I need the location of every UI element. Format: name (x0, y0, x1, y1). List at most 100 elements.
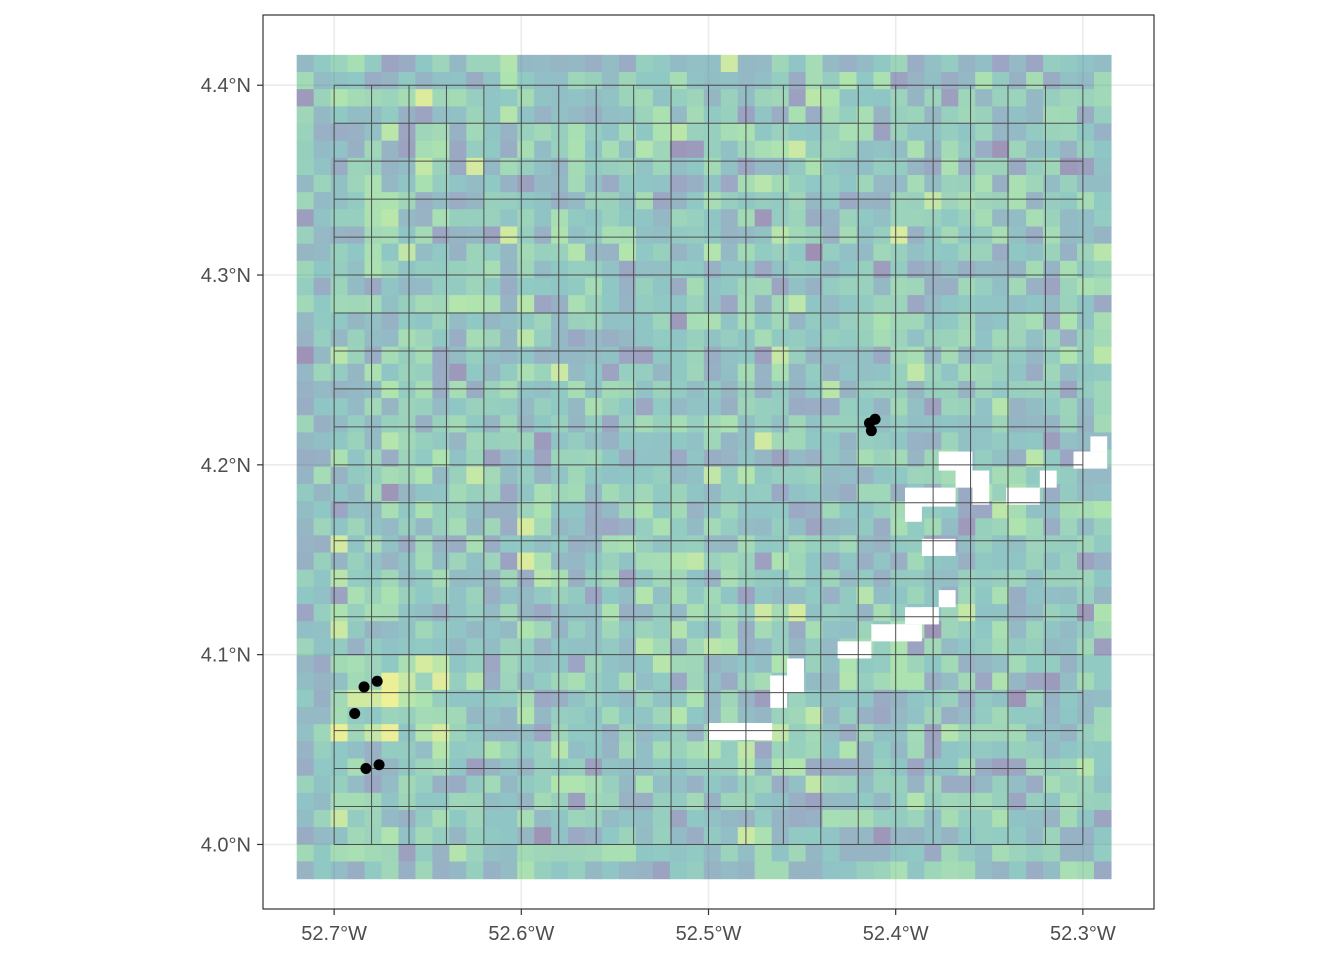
raster-cell (635, 312, 654, 331)
raster-cell (652, 209, 671, 228)
raster-cell (602, 552, 620, 571)
raster-cell (686, 792, 705, 811)
raster-cell (805, 466, 824, 485)
raster-cell (822, 398, 841, 416)
raster-cell (364, 174, 383, 193)
raster-cell (839, 809, 858, 828)
raster-cell (703, 535, 722, 554)
raster-cell (805, 363, 824, 382)
raster-cell (381, 535, 400, 554)
raster-cell (432, 844, 450, 863)
raster-cell (534, 552, 552, 571)
raster-cell (1043, 174, 1061, 193)
raster-cell (635, 415, 654, 434)
raster-cell (669, 192, 688, 210)
raster-cell (958, 724, 976, 742)
raster-cell (822, 466, 841, 485)
raster-cell (330, 260, 349, 279)
raster-cell (364, 792, 383, 811)
raster-cell (652, 758, 671, 777)
raster-cell (890, 809, 908, 828)
raster-cell (737, 432, 756, 451)
raster-cell (1043, 363, 1061, 382)
raster-cell (534, 741, 552, 760)
raster-cell (975, 501, 993, 519)
raster-cell (1026, 861, 1044, 880)
raster-cell (551, 449, 569, 468)
raster-cell (1009, 741, 1027, 760)
raster-cell (347, 346, 366, 365)
raster-cell (415, 123, 433, 142)
raster-cell (398, 295, 417, 313)
raster-cell (805, 827, 824, 845)
raster-cell (992, 209, 1010, 228)
raster-cell (449, 518, 467, 536)
raster-cell (1009, 312, 1027, 331)
raster-cell (432, 432, 450, 451)
raster-cell (890, 707, 908, 725)
raster-cell (534, 89, 552, 107)
raster-cell (483, 192, 501, 210)
raster-cell (483, 123, 501, 142)
raster-cell (737, 586, 756, 605)
raster-cell (754, 295, 773, 313)
raster-cell (1060, 54, 1078, 73)
raster-cell (347, 758, 366, 777)
raster-cell (652, 501, 671, 519)
raster-cell (1093, 552, 1112, 571)
raster-cell (941, 312, 959, 331)
raster-cell (483, 415, 501, 434)
raster-cell (771, 432, 790, 451)
raster-cell (720, 586, 739, 605)
raster-cell (1077, 329, 1095, 348)
raster-cell (992, 415, 1010, 434)
raster-cell (669, 672, 688, 691)
raster-cell (635, 277, 654, 296)
raster-cell (856, 432, 875, 451)
raster-cell (839, 501, 858, 519)
raster-cell (992, 54, 1010, 73)
raster-cell (551, 724, 569, 742)
raster-cell (432, 707, 450, 725)
raster-cell (771, 775, 790, 794)
raster-cell (754, 809, 773, 828)
raster-cell (568, 157, 586, 176)
raster-cell (1060, 501, 1078, 519)
raster-cell (330, 192, 349, 210)
raster-cell (754, 586, 773, 605)
raster-cell (619, 157, 637, 176)
raster-cell (958, 415, 976, 434)
raster-cell (568, 54, 586, 73)
raster-cell (686, 638, 705, 657)
raster-cell (432, 518, 450, 536)
raster-cell (907, 449, 925, 468)
raster-cell (1077, 380, 1095, 399)
raster-cell (568, 689, 586, 708)
raster-cell (551, 707, 569, 725)
raster-cell (483, 295, 501, 313)
raster-cell (398, 72, 417, 90)
raster-cell (1043, 518, 1061, 536)
raster-cell (941, 552, 959, 571)
raster-cell (398, 157, 417, 176)
raster-cell (347, 792, 366, 811)
raster-cell (398, 672, 417, 691)
raster-cell (483, 861, 501, 880)
raster-cell (1009, 209, 1027, 228)
raster-cell (313, 569, 332, 588)
raster-cell (347, 724, 366, 742)
raster-cell (313, 501, 332, 519)
raster-cell (856, 192, 875, 210)
raster-cell (432, 72, 450, 90)
raster-cell (669, 707, 688, 725)
raster-cell (669, 844, 688, 863)
raster-cell (686, 398, 705, 416)
raster-cell (890, 260, 908, 279)
raster-cell (296, 329, 315, 348)
raster-cell (686, 672, 705, 691)
raster-cell (330, 380, 349, 399)
raster-cell (703, 586, 722, 605)
raster-cell (313, 535, 332, 554)
raster-cell (602, 861, 620, 880)
raster-cell (754, 604, 773, 622)
